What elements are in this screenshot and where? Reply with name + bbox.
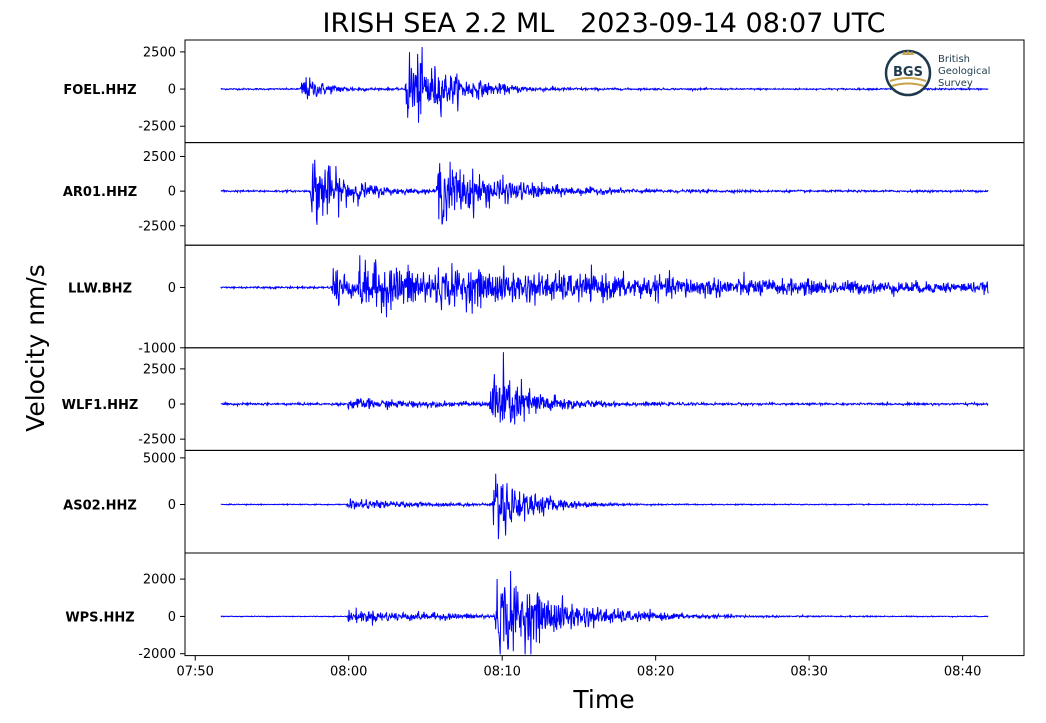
y-tick-label: -2500 xyxy=(138,120,176,135)
logo-badge-text: BGS xyxy=(893,65,923,80)
station-label: WLF1.HHZ xyxy=(62,398,139,413)
y-tick-label: 2000 xyxy=(143,573,176,588)
y-tick-label: -1000 xyxy=(138,341,176,356)
trace-line xyxy=(220,159,989,225)
y-tick-label: 0 xyxy=(168,610,176,625)
logo-line-1: British xyxy=(938,54,970,65)
panel-foel-hhz: 2500 0 -2500 FOEL.HHZ xyxy=(63,39,1025,144)
station-label: LLW.BHZ xyxy=(68,281,132,296)
y-tick-label: 0 xyxy=(168,281,176,296)
x-tick-label: 07:50 xyxy=(176,665,213,680)
trace-line xyxy=(220,46,989,123)
trace-line xyxy=(220,473,989,540)
panel-wps-hhz: 2000 0 -2000 WPS.HHZ xyxy=(65,552,1025,662)
y-tick-label: -2500 xyxy=(138,433,176,448)
bgs-logo: BGS British Geological Survey xyxy=(884,47,1014,99)
panel-ar01-hhz: 2500 0 -2500 AR01.HHZ xyxy=(63,142,1025,246)
panel-as02-hhz: 5000 0 AS02.HHZ xyxy=(63,449,1025,554)
logo-line-3: Survey xyxy=(938,78,973,89)
x-tick-label: 08:30 xyxy=(790,665,827,680)
y-tick-label: 0 xyxy=(168,398,176,413)
y-tick-label: 5000 xyxy=(143,451,176,466)
y-tick-label: 0 xyxy=(168,83,176,98)
y-tick-label: 2500 xyxy=(143,150,176,165)
y-axis-label: Velocity nm/s xyxy=(21,264,50,432)
station-label: FOEL.HHZ xyxy=(63,83,136,98)
y-tick-label: -2500 xyxy=(138,219,176,234)
y-tick-label: 0 xyxy=(168,498,176,513)
x-tick-label: 08:00 xyxy=(330,665,367,680)
panel-frame xyxy=(184,347,1025,451)
trace-line xyxy=(220,570,989,655)
crown-icon xyxy=(902,50,914,55)
panel-wlf1-hhz: 2500 0 -2500 WLF1.HHZ xyxy=(62,347,1025,451)
trace-line xyxy=(220,352,989,425)
y-tick-label: 2500 xyxy=(143,45,176,60)
station-label: AR01.HHZ xyxy=(63,185,137,200)
x-tick-label: 08:10 xyxy=(483,665,520,680)
y-tick-label: 0 xyxy=(168,185,176,200)
x-tick-label: 08:40 xyxy=(944,665,981,680)
y-tick-label: -2000 xyxy=(138,647,176,662)
y-tick-label: 2500 xyxy=(143,362,176,377)
logo-line-2: Geological xyxy=(938,66,990,77)
panel-frame xyxy=(184,449,1025,554)
panel-frame xyxy=(184,552,1025,657)
trace-line xyxy=(220,255,989,318)
station-label: WPS.HHZ xyxy=(65,610,134,625)
time-axis: 07:50 08:00 08:10 08:20 08:30 08:40 xyxy=(176,655,981,680)
x-axis-label: Time xyxy=(572,685,634,714)
x-tick-label: 08:20 xyxy=(637,665,674,680)
chart-title: IRISH SEA 2.2 ML 2023-09-14 08:07 UTC xyxy=(323,8,886,39)
station-label: AS02.HHZ xyxy=(63,498,137,513)
bgs-logo-graphic: BGS British Geological Survey xyxy=(884,49,990,97)
panel-llw-bhz: 0 -1000 LLW.BHZ xyxy=(68,244,1025,356)
trace-panels: 2500 0 -2500 FOEL.HHZ 2500 0 -2500 AR01.HHZ 0 -10… xyxy=(62,39,1025,662)
